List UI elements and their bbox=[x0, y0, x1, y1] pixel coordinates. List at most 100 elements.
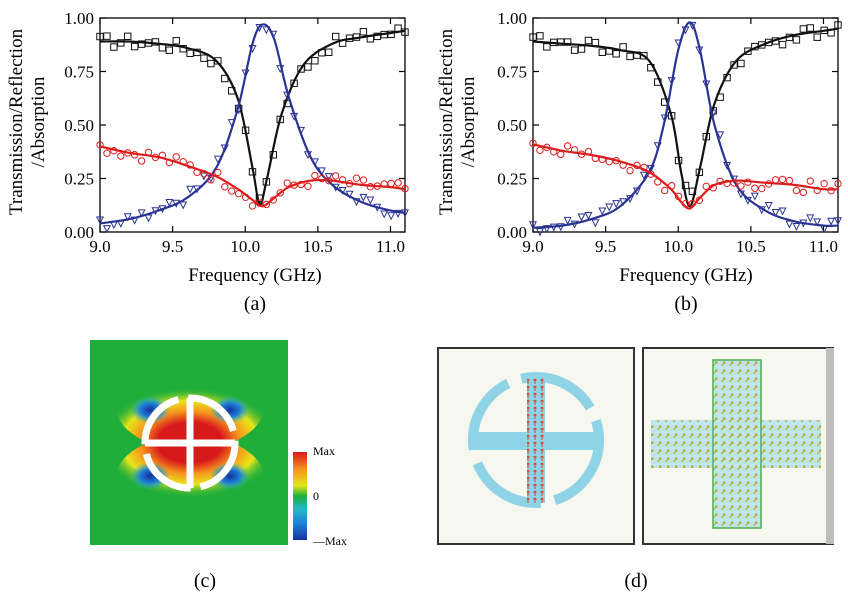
data-point-circle bbox=[577, 150, 586, 158]
data-point-square bbox=[331, 32, 340, 41]
data-point-triangle bbox=[549, 223, 558, 232]
data-point-triangle bbox=[373, 203, 382, 212]
data-point-triangle bbox=[820, 225, 829, 234]
data-point-triangle bbox=[234, 106, 243, 115]
data-point-circle bbox=[543, 143, 551, 152]
data-point-square bbox=[702, 132, 710, 141]
data-point-circle bbox=[221, 183, 229, 191]
data-point-square bbox=[207, 59, 215, 68]
data-point-circle bbox=[352, 174, 361, 182]
data-point-triangle bbox=[563, 216, 572, 225]
data-point-triangle bbox=[227, 119, 236, 128]
data-point-triangle bbox=[137, 209, 146, 218]
data-point-square bbox=[563, 38, 572, 46]
data-point-circle bbox=[647, 170, 655, 178]
data-point-triangle bbox=[598, 207, 607, 216]
data-point-circle bbox=[359, 176, 368, 184]
data-point-triangle bbox=[646, 164, 655, 173]
series-line bbox=[99, 29, 406, 206]
data-point-triangle bbox=[331, 183, 340, 192]
data-point-triangle bbox=[750, 192, 759, 201]
data-point-circle bbox=[124, 149, 132, 157]
field-blue-left-top bbox=[130, 396, 170, 424]
data-point-circle bbox=[193, 168, 201, 176]
y-tick-label: 0.25 bbox=[497, 170, 527, 189]
data-point-triangle bbox=[695, 46, 704, 55]
data-point-triangle bbox=[116, 219, 125, 228]
data-point-square bbox=[144, 39, 153, 47]
data-point-triangle bbox=[757, 206, 766, 215]
data-point-circle bbox=[640, 163, 648, 172]
data-point-circle bbox=[591, 154, 600, 163]
data-point-square bbox=[764, 38, 773, 47]
data-point-circle bbox=[276, 189, 284, 197]
data-point-square bbox=[103, 32, 111, 40]
data-point-square bbox=[667, 112, 676, 120]
data-point-circle bbox=[117, 152, 125, 160]
colorbar bbox=[293, 452, 307, 540]
data-point-triangle bbox=[303, 151, 312, 160]
data-point-circle bbox=[269, 196, 277, 204]
y-tick-label: 0.00 bbox=[64, 223, 94, 242]
data-point-square bbox=[737, 59, 745, 68]
data-point-square bbox=[366, 35, 375, 43]
data-point-square bbox=[813, 33, 821, 41]
data-point-circle bbox=[137, 157, 146, 165]
data-point-circle bbox=[144, 148, 153, 157]
data-point-triangle bbox=[653, 142, 662, 151]
data-point-circle bbox=[626, 166, 634, 175]
data-point-square bbox=[297, 65, 305, 73]
data-point-circle bbox=[172, 153, 180, 161]
x-tick-label: 10.5 bbox=[736, 237, 766, 256]
data-point-circle bbox=[536, 146, 544, 155]
chart-panel-b: 9.0 9.5 10.0 10.5 11.0 0.00 0.25 0.50 0.75 1.00 bbox=[497, 9, 843, 256]
data-point-circle bbox=[373, 182, 381, 190]
data-point-square bbox=[654, 78, 662, 86]
data-point-triangle bbox=[310, 158, 319, 167]
data-point-triangle bbox=[584, 212, 593, 221]
data-point-triangle bbox=[144, 214, 153, 223]
data-point-circle bbox=[827, 186, 835, 195]
data-point-circle bbox=[619, 161, 627, 169]
data-point-square bbox=[806, 24, 814, 32]
data-point-square bbox=[647, 63, 655, 72]
data-point-circle bbox=[730, 179, 738, 187]
data-point-circle bbox=[778, 175, 787, 184]
data-point-circle bbox=[598, 155, 607, 164]
data-point-circle bbox=[380, 180, 388, 188]
series-line bbox=[532, 143, 839, 210]
data-point-triangle bbox=[297, 126, 306, 135]
data-point-square bbox=[338, 39, 347, 47]
data-point-circle bbox=[785, 176, 794, 185]
panel-b-ylabel-line1: Transmission/Reflection bbox=[436, 28, 457, 215]
data-point-triangle bbox=[806, 214, 815, 223]
data-point-triangle bbox=[220, 144, 229, 153]
data-point-circle bbox=[304, 182, 312, 190]
data-point-triangle bbox=[151, 207, 160, 216]
data-point-triangle bbox=[528, 221, 538, 230]
data-point-circle bbox=[228, 187, 236, 195]
data-point-triangle bbox=[833, 217, 843, 226]
data-point-triangle bbox=[172, 199, 181, 208]
data-point-square bbox=[394, 24, 402, 32]
data-point-triangle bbox=[577, 213, 586, 222]
panel-a-xlabel: Frequency (GHz) bbox=[188, 265, 321, 286]
data-point-circle bbox=[529, 139, 537, 147]
data-point-triangle bbox=[400, 209, 410, 218]
data-point-square bbox=[626, 52, 634, 61]
data-point-circle bbox=[806, 177, 814, 185]
data-point-square bbox=[110, 43, 118, 51]
data-point-square bbox=[619, 43, 627, 51]
data-point-circle bbox=[234, 190, 243, 198]
data-point-square bbox=[605, 47, 613, 55]
data-point-square bbox=[96, 32, 104, 41]
data-point-square bbox=[584, 36, 593, 45]
data-point-triangle bbox=[626, 195, 635, 204]
data-point-triangle bbox=[535, 228, 544, 237]
data-point-circle bbox=[612, 156, 620, 165]
data-point-square bbox=[577, 45, 586, 53]
data-point-circle bbox=[338, 176, 347, 184]
data-point-square bbox=[695, 168, 704, 177]
data-point-triangle bbox=[338, 186, 347, 196]
data-point-circle bbox=[605, 157, 613, 166]
